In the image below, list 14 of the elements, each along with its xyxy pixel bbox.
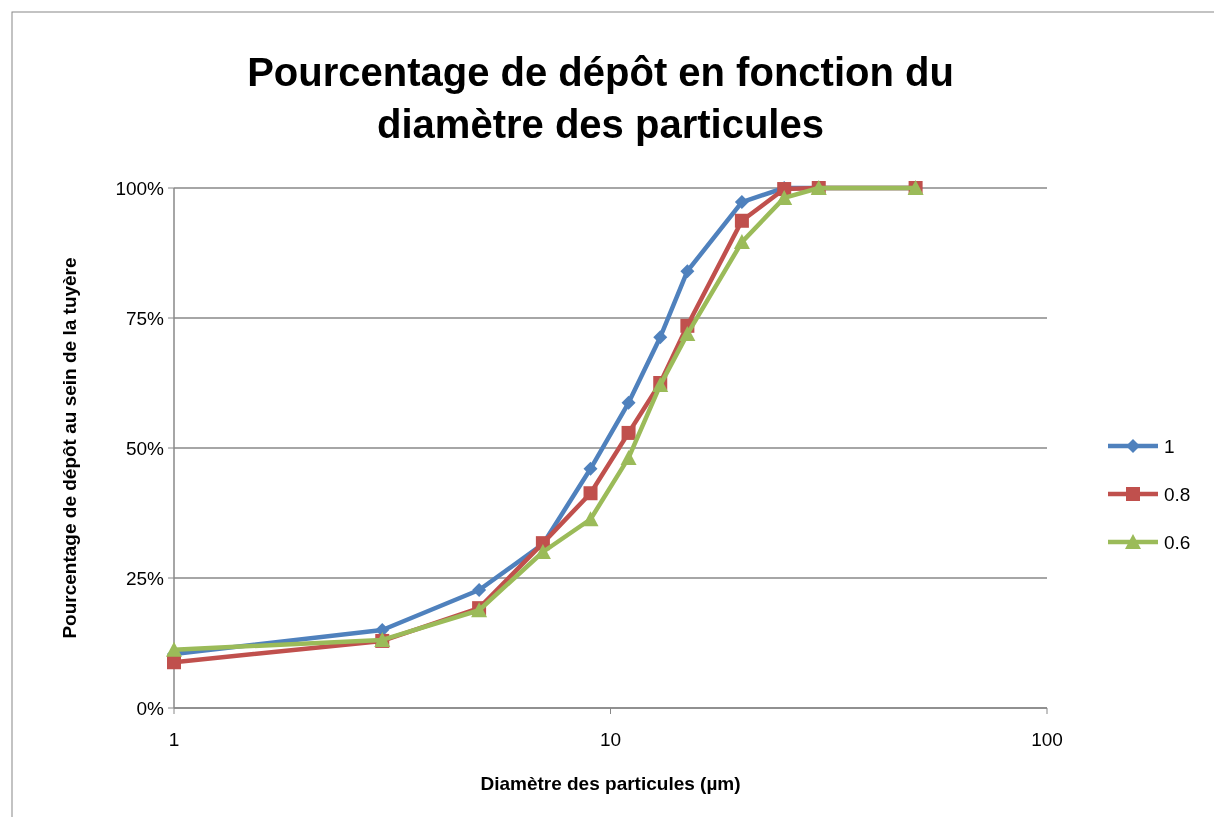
y-tick-label: 100%	[115, 177, 165, 199]
y-tick-label: 0%	[136, 697, 165, 719]
y-tick-label: 25%	[125, 567, 165, 589]
x-tick-label: 10	[599, 729, 622, 750]
legend-label: 0.6	[1164, 531, 1191, 553]
chart-title: Pourcentage de dépôt en fonction du diamètre des particules	[247, 50, 954, 146]
x-axis-title: Diamètre des particules (µm)	[480, 773, 741, 794]
y-tick-label: 50%	[125, 437, 165, 459]
y-tick-label: 75%	[125, 307, 165, 329]
x-tick-label: 100	[1031, 729, 1063, 750]
legend-label: 1	[1164, 435, 1175, 457]
legend-label: 0.8	[1164, 483, 1191, 505]
x-tick-label: 1	[168, 729, 180, 750]
y-axis-title: Pourcentage de dépôt au sein de la tuyère	[59, 257, 80, 639]
